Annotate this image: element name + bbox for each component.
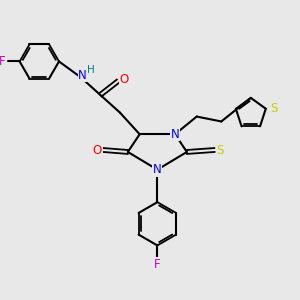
Text: N: N — [171, 128, 179, 141]
Text: F: F — [154, 258, 161, 271]
Text: F: F — [0, 55, 5, 68]
Text: O: O — [93, 143, 102, 157]
Text: N: N — [78, 69, 87, 82]
Text: S: S — [217, 143, 224, 157]
Text: S: S — [270, 102, 277, 115]
Text: O: O — [119, 73, 128, 86]
Text: H: H — [87, 65, 94, 75]
Text: N: N — [153, 163, 162, 176]
